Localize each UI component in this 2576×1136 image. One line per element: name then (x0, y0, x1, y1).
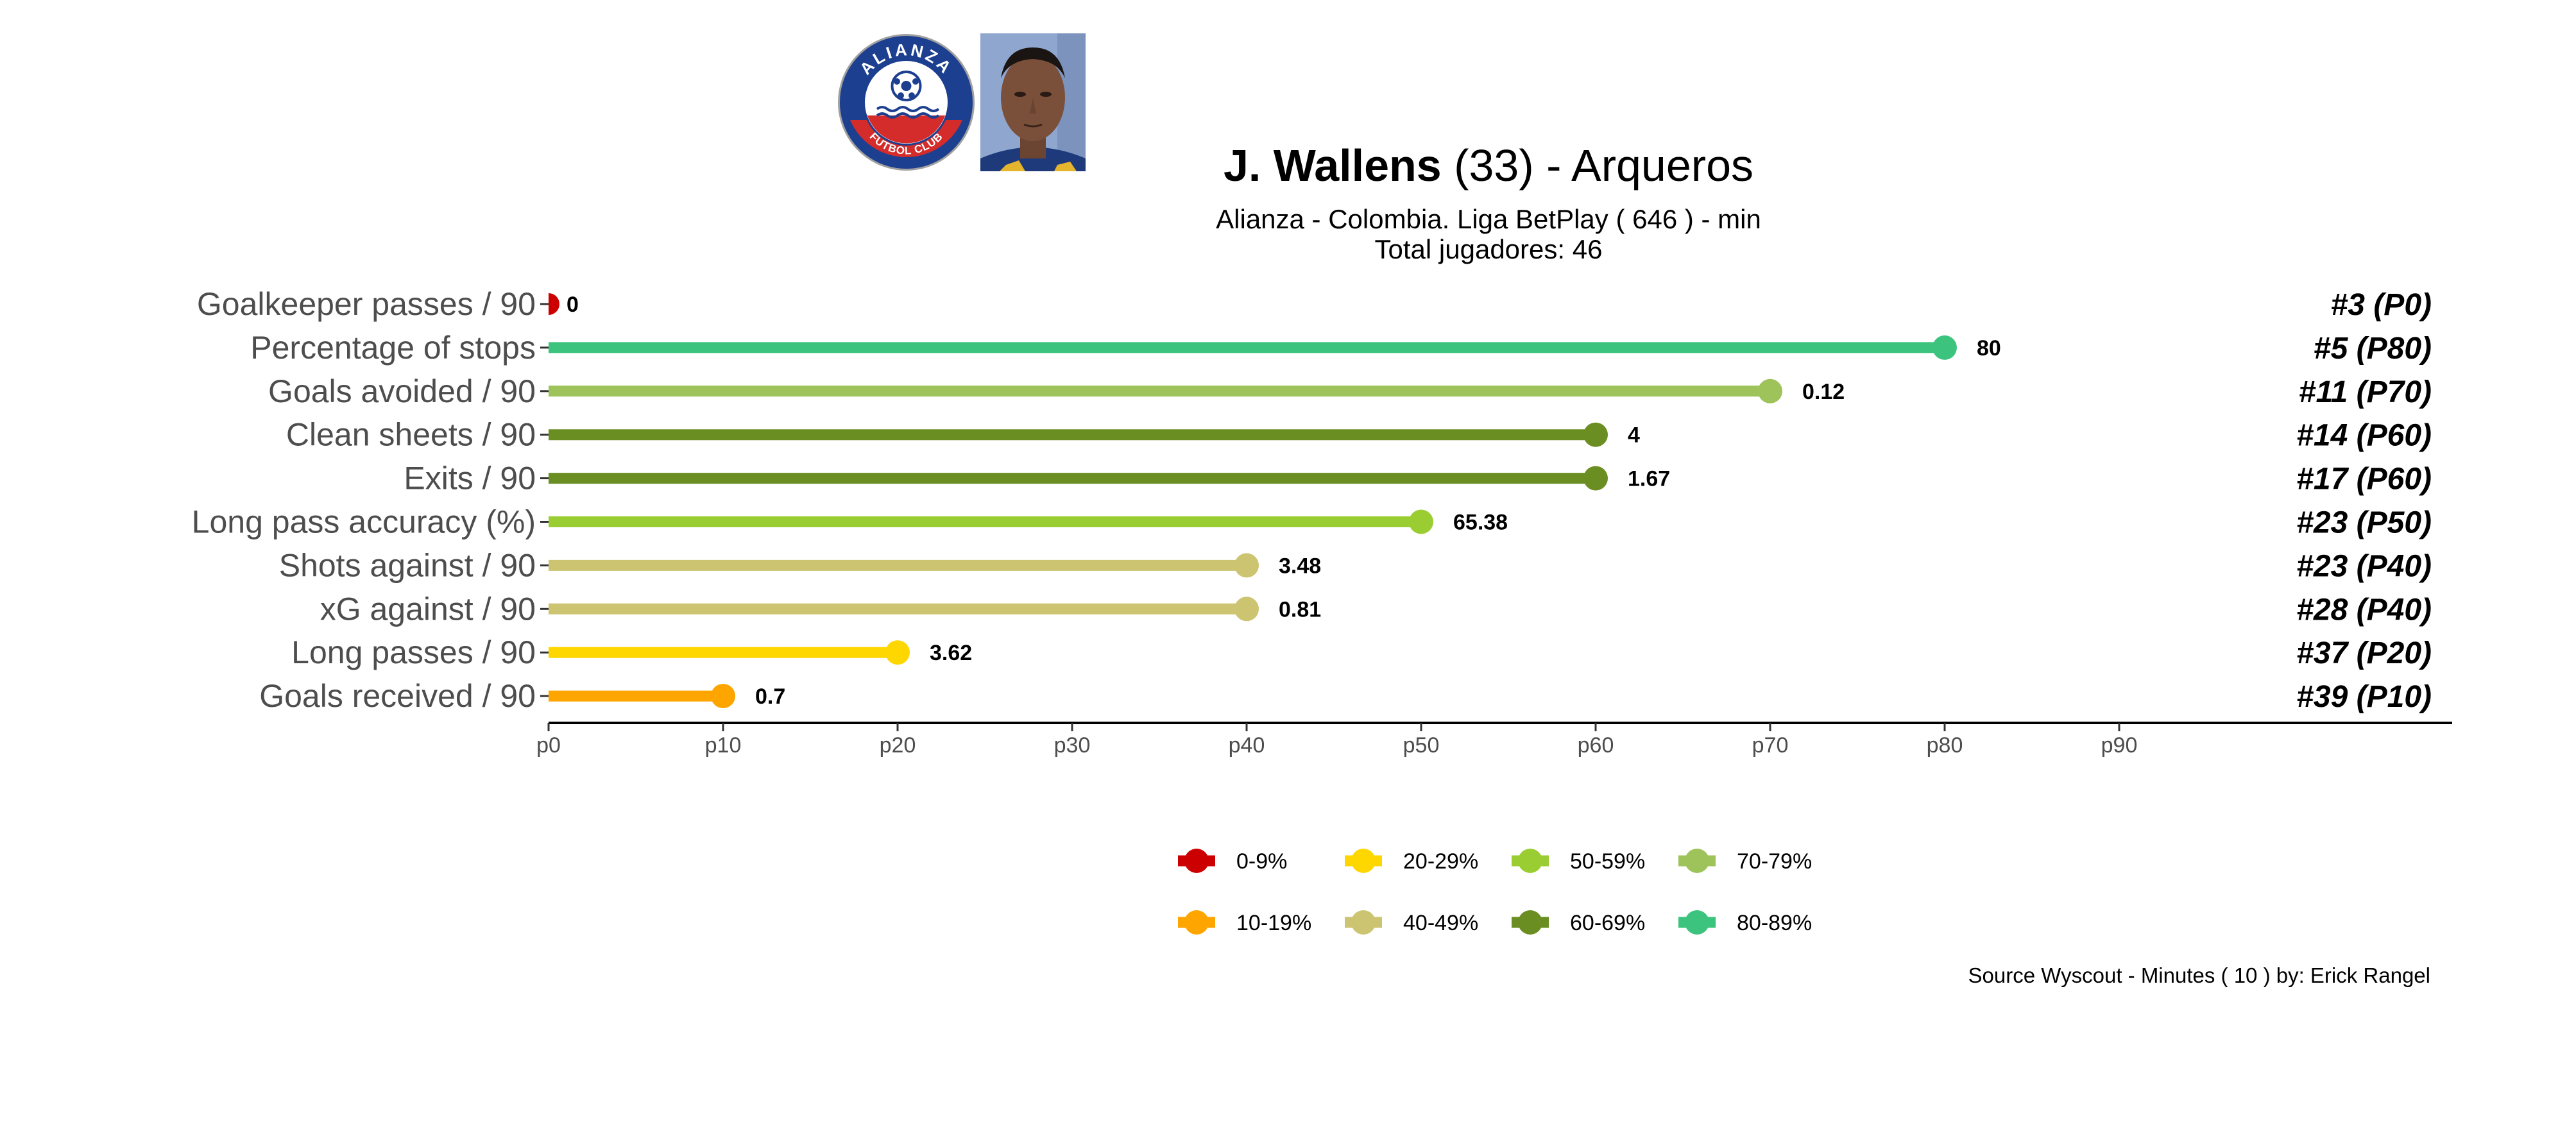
lollipop-dot (1234, 553, 1259, 578)
legend-label: 40-49% (1403, 911, 1478, 935)
lollipop-dot (711, 684, 735, 709)
rank-label: #23 (P40) (2296, 549, 2432, 583)
rank-label: #17 (P60) (2296, 462, 2432, 496)
value-label: 3.48 (1279, 554, 1321, 578)
legend-label: 0-9% (1236, 849, 1287, 874)
value-label: 4 (1628, 423, 1640, 448)
x-tick-label: p10 (705, 733, 742, 758)
legend-label: 50-59% (1570, 849, 1645, 874)
metric-label: Long pass accuracy (%) (192, 504, 536, 540)
x-tick-label: p60 (1578, 733, 1614, 758)
metric-label: Exits / 90 (404, 461, 536, 496)
x-tick-label: p80 (1927, 733, 1963, 758)
value-label: 3.62 (930, 641, 972, 665)
x-tick-label: p40 (1229, 733, 1265, 758)
value-label: 1.67 (1628, 467, 1670, 491)
value-label: 0.81 (1279, 597, 1321, 622)
player-photo (980, 33, 1086, 171)
rank-label: #37 (P20) (2296, 636, 2432, 670)
lollipop-dot (885, 640, 910, 665)
rank-label: #5 (P80) (2314, 332, 2432, 366)
player-age: (33) (1454, 140, 1534, 191)
x-tick-label: p70 (1752, 733, 1789, 758)
metric-label: Goals avoided / 90 (268, 373, 536, 409)
legend-swatch-dot (1351, 849, 1376, 873)
x-tick-label: p30 (1054, 733, 1091, 758)
rank-label: #3 (P0) (2331, 288, 2432, 322)
title-separator: - (1546, 140, 1571, 191)
lollipop-dot (1234, 597, 1259, 622)
metric-label: Shots against / 90 (279, 547, 536, 583)
lollipop-dot (1583, 466, 1608, 491)
lollipop-dot (1758, 378, 1782, 403)
legend-swatch-dot (1685, 849, 1709, 873)
total-players-text: Total jugadores: 46 (1374, 234, 1603, 264)
value-label: 0 (567, 292, 579, 317)
metric-label: Goals received / 90 (259, 678, 536, 714)
legend-swatch-dot (1184, 849, 1209, 873)
chart-subtitle: Alianza - Colombia. Liga BetPlay ( 646 )… (1216, 204, 1761, 234)
rank-label: #23 (P50) (2296, 506, 2432, 540)
legend-label: 60-69% (1570, 911, 1645, 935)
metric-label: xG against / 90 (320, 591, 536, 627)
x-tick-label: p50 (1403, 733, 1440, 758)
player-name: J. Wallens (1223, 140, 1442, 191)
value-label: 80 (1977, 336, 2001, 360)
x-tick-label: p0 (536, 733, 561, 758)
lollipop-dot (1409, 509, 1433, 534)
legend-label: 80-89% (1737, 911, 1812, 935)
value-label: 65.38 (1453, 511, 1508, 535)
legend-swatch-dot (1184, 910, 1209, 935)
club-crest-logo: ALIANZA FUTBOL CLUB (838, 34, 975, 171)
lollipop-dot (549, 293, 559, 315)
metric-label: Long passes / 90 (291, 634, 536, 670)
x-tick-label: p90 (2101, 733, 2138, 758)
legend-swatch-dot (1518, 910, 1542, 935)
rank-label: #39 (P10) (2296, 680, 2432, 714)
metric-label: Clean sheets / 90 (286, 417, 536, 453)
lollipop-dot (1932, 335, 1957, 360)
rank-label: #11 (P70) (2299, 375, 2432, 409)
rank-label: #28 (P40) (2296, 593, 2432, 627)
x-tick-label: p20 (880, 733, 916, 758)
value-label: 0.12 (1802, 380, 1845, 404)
source-caption: Source Wyscout - Minutes ( 10 ) by: Eric… (1968, 963, 2430, 987)
chart-title: J. Wallens (33) - Arqueros (642, 140, 2335, 191)
value-label: 0.7 (755, 684, 785, 709)
rank-label: #14 (P60) (2296, 419, 2432, 453)
legend-swatch-dot (1518, 849, 1542, 873)
lollipop-dot (1583, 422, 1608, 447)
legend-label: 20-29% (1403, 849, 1478, 874)
legend-label: 70-79% (1737, 849, 1812, 874)
player-position: Arqueros (1571, 140, 1754, 191)
legend-swatch-dot (1351, 910, 1376, 935)
metric-label: Percentage of stops (250, 330, 536, 366)
legend-swatch-dot (1685, 910, 1709, 935)
legend-label: 10-19% (1236, 911, 1311, 935)
metric-label: Goalkeeper passes / 90 (197, 286, 536, 322)
